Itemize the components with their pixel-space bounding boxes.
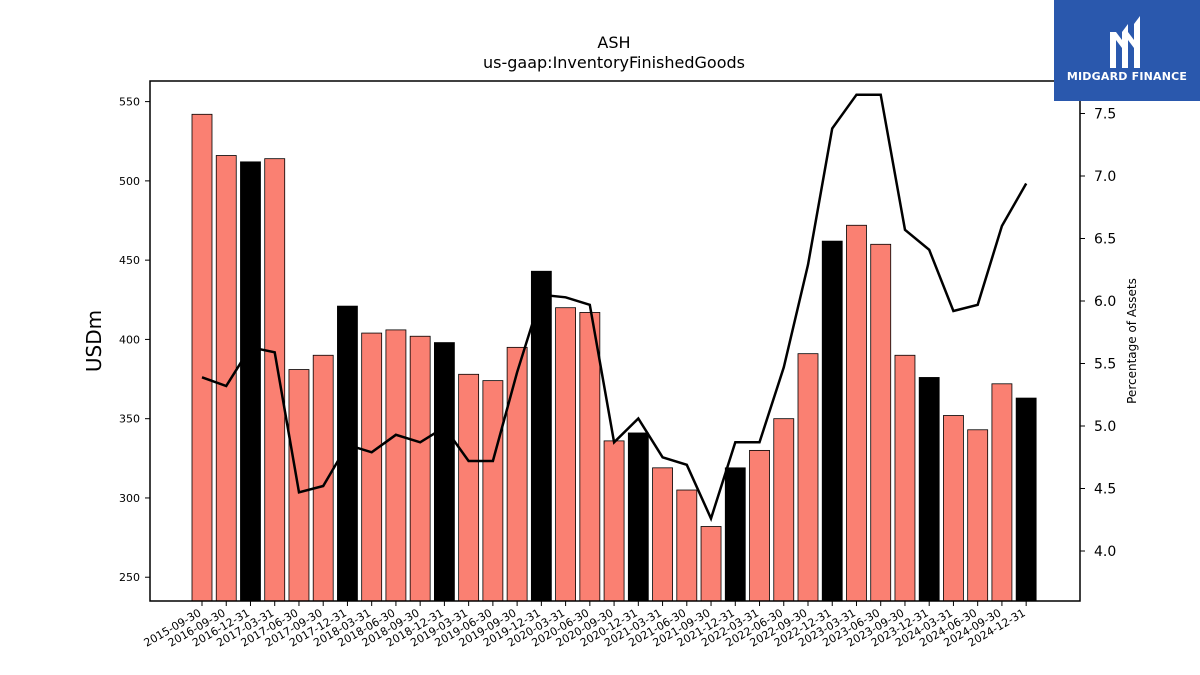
bar-2020-06-30	[579, 312, 601, 602]
bar-2023-12-31	[918, 377, 940, 602]
bar-2018-03-31	[361, 332, 383, 602]
bar-2023-03-31	[846, 224, 867, 602]
bar-2018-06-30	[385, 329, 407, 602]
y2-tick-label: 6.0	[1094, 294, 1116, 310]
bar-2024-03-31	[943, 415, 964, 602]
bar-2016-12-31	[240, 161, 261, 602]
y-tick-label: 300	[119, 492, 140, 505]
y-tick-label: 250	[119, 571, 140, 584]
brand-logo: MIDGARD FINANCE	[1054, 0, 1200, 101]
bar-2017-12-31	[337, 305, 358, 602]
y2-tick-label: 7.5	[1094, 107, 1116, 123]
left-axis-ticks: 250 300 350 400 450 500 550	[119, 96, 150, 584]
bar-2020-09-30	[603, 440, 625, 602]
bar-2015-09-30	[191, 113, 213, 602]
chart-title: ASH	[597, 33, 630, 52]
percentage-line	[201, 93, 1028, 522]
x-axis-ticks: 2015-09-302016-09-302016-12-312017-03-31…	[142, 601, 1028, 650]
y2-tick-label: 7.0	[1094, 169, 1116, 185]
bar-2022-03-31	[749, 449, 770, 602]
bar-2019-06-30	[482, 380, 504, 602]
y-tick-label: 400	[119, 333, 140, 346]
right-axis-ticks: 4.0 4.5 5.0 5.5 6.0 6.5 7.0 7.5	[1080, 107, 1116, 560]
y2-tick-label: 4.0	[1094, 544, 1116, 560]
bar-2017-03-31	[264, 158, 286, 602]
bar-2021-06-30	[676, 489, 698, 602]
bar-2018-09-30	[409, 335, 431, 602]
bar-2024-09-30	[991, 383, 1013, 602]
y-tick-label: 550	[119, 96, 140, 109]
y2-axis-label: Percentage of Assets	[1125, 278, 1139, 404]
bar-2020-12-31	[627, 432, 649, 602]
bar-series	[191, 113, 1037, 602]
y-axis-label: USDm	[82, 310, 106, 372]
bar-2023-06-30	[870, 243, 892, 602]
bar-2024-12-31	[1015, 397, 1037, 602]
bar-2020-03-31	[555, 307, 576, 602]
bar-2023-09-30	[894, 354, 916, 602]
bar-2021-03-31	[652, 467, 673, 602]
y2-tick-label: 5.5	[1094, 357, 1116, 373]
y-tick-label: 450	[119, 254, 140, 267]
bar-2019-09-30	[506, 346, 528, 602]
y-tick-label: 500	[119, 175, 140, 188]
y2-tick-label: 5.0	[1094, 419, 1116, 435]
y2-tick-label: 6.5	[1094, 232, 1116, 248]
bar-2021-12-31	[724, 467, 746, 602]
bar-2019-03-31	[458, 373, 480, 602]
bar-2016-09-30	[215, 155, 237, 602]
bar-2017-09-30	[312, 354, 334, 602]
bar-2024-06-30	[967, 429, 989, 602]
y2-tick-label: 4.5	[1094, 482, 1116, 498]
midgard-logo-icon	[1110, 16, 1140, 68]
bar-2022-09-30	[797, 353, 819, 602]
y-tick-label: 350	[119, 413, 140, 426]
brand-name: MIDGARD FINANCE	[1066, 70, 1188, 83]
plot-frame	[149, 80, 1081, 602]
chart-subtitle: us-gaap:InventoryFinishedGoods	[483, 53, 745, 72]
bar-2022-12-31	[821, 240, 843, 602]
bar-2018-12-31	[433, 342, 455, 602]
percentage-line-series	[201, 93, 1028, 522]
bar-2022-06-30	[773, 418, 795, 602]
bar-2021-09-30	[700, 526, 722, 602]
